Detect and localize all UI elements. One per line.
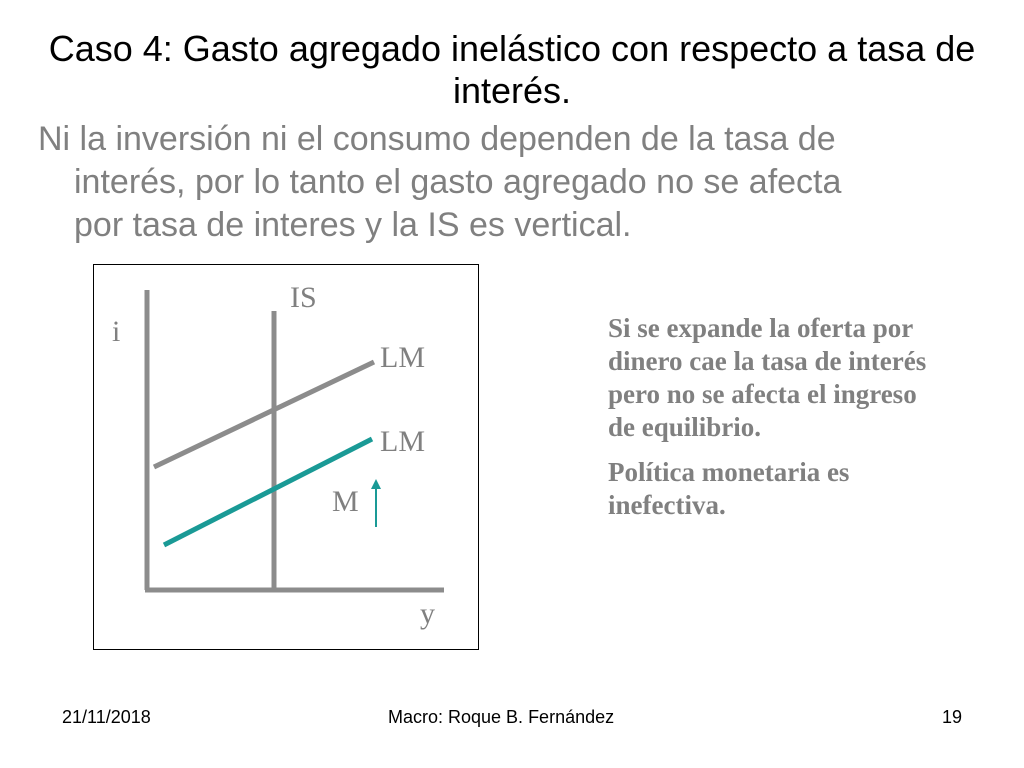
lm-curve-initial — [152, 359, 376, 470]
lm-curve-shifted — [162, 436, 374, 548]
m-label: M — [332, 485, 359, 518]
bullet-line-3: por tasa de interes y la IS es vertical. — [74, 206, 632, 244]
is-label: IS — [290, 281, 317, 314]
explanation-paragraph-1: Si se expande la oferta por dinero cae l… — [608, 313, 927, 442]
footer-page-number: 19 — [942, 707, 963, 727]
slide-title: Caso 4: Gasto agregado inelástico con re… — [48, 28, 976, 111]
bullet-line-1: Ni la inversión ni el consumo dependen d… — [38, 120, 836, 158]
y-axis-label: i — [112, 315, 121, 348]
explanation-paragraph-2: Política monetaria es inefectiva. — [608, 457, 850, 520]
footer-author: Macro: Roque B. Fernández — [388, 707, 615, 727]
diagram-canvas — [144, 290, 444, 593]
bullet-paragraph: Ni la inversión ni el consumo dependen d… — [38, 118, 998, 247]
lm-label-initial: LM — [380, 341, 425, 374]
footer-date: 21/11/2018 — [62, 707, 151, 727]
arrow-head-icon — [371, 479, 381, 489]
lm-label-shifted: LM — [380, 425, 425, 458]
explanation-text: Si se expande la oferta por dinero cae l… — [608, 312, 948, 534]
bullet-line-2: interés, por lo tanto el gasto agregado … — [74, 163, 842, 201]
is-lm-diagram: IS i LM LM M y — [93, 264, 479, 650]
x-axis-label: y — [420, 597, 435, 630]
